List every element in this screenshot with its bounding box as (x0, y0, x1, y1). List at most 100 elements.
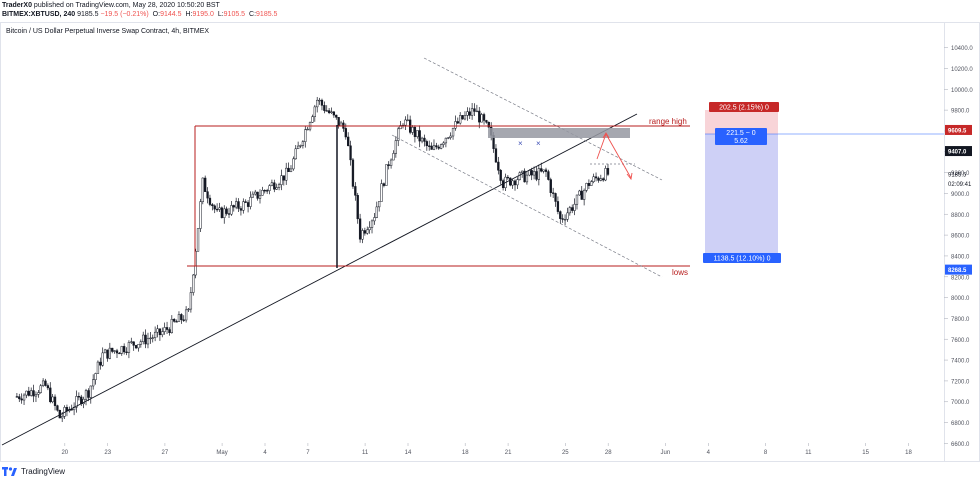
candle-body (266, 190, 269, 192)
candle-body (258, 195, 262, 199)
candle-body (292, 158, 295, 170)
chart-frame[interactable]: Bitcoin / US Dollar Perpetual Inverse Sw… (0, 22, 980, 462)
candle-body (530, 170, 533, 176)
candle-body (382, 183, 386, 186)
candle-body (142, 334, 145, 342)
candle-body (585, 183, 588, 191)
candle-body (392, 153, 395, 161)
candle-body (306, 128, 309, 131)
candle-body (349, 145, 352, 161)
candle-body (275, 187, 278, 190)
candle-body (592, 176, 595, 182)
candle-body (89, 385, 92, 398)
candle-body (411, 126, 414, 133)
candle-body (568, 207, 571, 214)
projection-arrow (596, 132, 632, 179)
symbol-label: BITMEX:XBTUSD, 240 (2, 11, 76, 18)
candle-body (461, 115, 464, 120)
candle-body (287, 167, 290, 172)
price-chart[interactable]: Bitcoin / US Dollar Perpetual Inverse Sw… (0, 22, 980, 462)
candle-body (494, 148, 498, 163)
candle-body (549, 179, 552, 193)
candle-body (211, 204, 214, 207)
x-tick-label: Jun (661, 450, 671, 456)
candle-body (49, 387, 52, 403)
candle-body (423, 137, 426, 142)
candle-body (439, 144, 443, 149)
candle-body (540, 168, 543, 172)
candle-body (256, 191, 259, 199)
candle-body (165, 327, 169, 330)
swing-marker: × (518, 139, 523, 148)
candle-body (347, 136, 350, 147)
candle-body (218, 207, 221, 210)
candle-body (316, 99, 319, 108)
candle-body (578, 190, 581, 196)
candle-body (575, 194, 579, 205)
y-tick-label: 8800.0 (951, 213, 970, 219)
candle-body (604, 168, 607, 181)
candle-body (153, 331, 157, 338)
candle-body (239, 208, 243, 211)
candle-body (111, 347, 114, 352)
candle-body (80, 396, 83, 405)
candle-body (406, 119, 409, 121)
x-tick-label: 25 (562, 450, 569, 456)
candle-body (220, 207, 224, 218)
y-tick-label: 7200.0 (951, 379, 970, 385)
candle-body (351, 159, 355, 187)
x-tick-label: 27 (162, 450, 169, 456)
publisher-name[interactable]: TraderX0 (2, 2, 32, 9)
resistance-zone (488, 128, 630, 138)
candle-body (444, 137, 448, 144)
x-tick-label: 4 (263, 450, 267, 456)
target-price-tag: 8268.5 (948, 268, 967, 274)
candle-body (602, 178, 605, 181)
candle-body (215, 208, 219, 211)
channel-upper (423, 57, 663, 181)
risk-label-box (709, 102, 779, 112)
x-tick-label: 18 (462, 450, 469, 456)
candle-body (123, 346, 126, 353)
candle-body (597, 177, 600, 181)
quote-line: BITMEX:XBTUSD, 240 9185.5 −19.5 (−0.21%)… (2, 10, 277, 19)
candle-body (344, 128, 347, 138)
candle-body (61, 416, 64, 419)
candle-body (270, 182, 274, 186)
candle-body (552, 192, 555, 194)
candle-body (418, 130, 421, 142)
candle-body (37, 392, 40, 395)
channel-lower (391, 134, 663, 278)
candle-body (561, 218, 564, 220)
tradingview-brand[interactable]: TradingView (21, 466, 66, 476)
candle-body (535, 171, 538, 180)
candle-body (84, 390, 88, 400)
y-tick-label: 8400.0 (951, 254, 970, 260)
candle-body (387, 164, 390, 166)
publisher-line: TraderX0 published on TradingView.com, M… (2, 1, 277, 10)
candle-body (375, 206, 378, 218)
candle-body (363, 230, 367, 234)
candle-body (511, 180, 514, 186)
candle-body (175, 321, 178, 323)
candle-body (232, 205, 235, 208)
candle-body (454, 121, 457, 129)
candle-body (208, 197, 212, 205)
candle-body (30, 390, 33, 396)
arrow-head-icon (626, 172, 633, 181)
chart-header: TraderX0 published on TradingView.com, M… (2, 1, 277, 19)
candle-body (318, 99, 321, 102)
y-tick-label: 7800.0 (951, 317, 970, 323)
y-tick-label: 8600.0 (951, 234, 970, 240)
candle-body (463, 115, 467, 120)
chart-title: Bitcoin / US Dollar Perpetual Inverse Sw… (6, 28, 209, 35)
open-label: O: (152, 11, 161, 18)
x-tick-label: May (216, 450, 227, 456)
candle-body (518, 172, 521, 180)
candle-body (320, 99, 324, 106)
candle-body (475, 110, 479, 113)
candle-body (289, 168, 293, 172)
tradingview-logo-icon (2, 466, 17, 476)
candle-body (416, 130, 419, 137)
candle-body (547, 171, 550, 180)
